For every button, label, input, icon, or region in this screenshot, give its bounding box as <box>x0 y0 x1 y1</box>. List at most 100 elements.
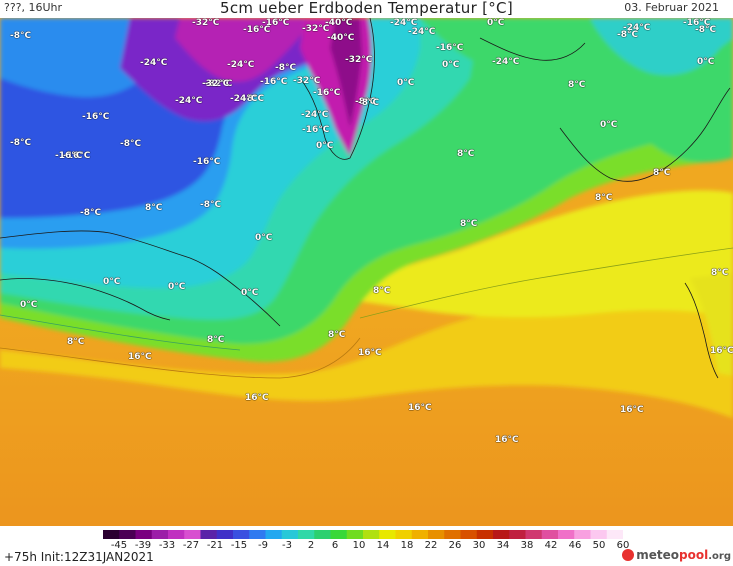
north-green-zone <box>420 18 570 70</box>
isotherm-label: 0°C <box>487 18 505 28</box>
isotherm-label: -24°C <box>301 110 329 120</box>
isotherm-label: 8°C <box>457 149 475 159</box>
color-scale-swatch <box>411 530 429 539</box>
isotherm-label: -8°C <box>120 139 142 149</box>
isotherm-label: -8°C <box>355 97 377 107</box>
color-scale-swatch <box>216 530 234 539</box>
color-scale-swatch <box>493 530 510 539</box>
color-scale-swatch <box>363 530 380 539</box>
temperature-map: -8°C -32°C -16°C -40°C -24°C -16°C -32°C -40°C -… <box>0 18 733 526</box>
isotherm-label: -16°C <box>243 25 271 35</box>
isotherm-label: -32°C <box>205 79 233 89</box>
europe-yellow <box>690 273 733 376</box>
color-scale-swatch <box>379 530 397 539</box>
color-scale-ticks: -45 -39 -33 -27 -21 -15 -9 -3 2 6 10 14 18 22 26 30 34 38… <box>97 540 637 554</box>
isotherm-label: -24°C <box>408 27 436 37</box>
color-scale-tick: -39 <box>134 540 152 551</box>
isotherm-label: 0°C <box>316 141 334 151</box>
map-title: 5cm ueber Erdboden Temperatur [°C] <box>220 0 513 17</box>
valid-time-label: ???, 16Uhr <box>4 1 63 14</box>
isotherm-label: 8°C <box>595 193 613 203</box>
isotherm-label: -8°C <box>200 200 222 210</box>
isotherm-label: -8°C <box>10 31 32 41</box>
yellow-zone <box>330 190 733 318</box>
isotherm-label: -24°C <box>623 23 651 33</box>
isotherm-label: 0°C <box>20 300 38 310</box>
meteopool-logo: meteopool.org <box>622 548 731 562</box>
color-scale-swatch <box>428 530 445 539</box>
isotherm-label: -24°C <box>230 94 258 104</box>
magenta-zone <box>175 18 310 82</box>
meteopool-logo-icon <box>622 549 635 561</box>
isotherm-label: -16°C <box>193 157 221 167</box>
color-scale-swatch <box>330 530 348 539</box>
gold-zone <box>0 246 733 418</box>
color-scale-tick: -33 <box>158 540 176 551</box>
isotherm-label: -16°C <box>302 125 330 135</box>
isotherm-label: -8°C <box>617 30 639 40</box>
blue-coastal-zone <box>0 18 162 98</box>
color-scale-swatch <box>590 530 608 539</box>
color-scale-tick: -27 <box>182 540 200 551</box>
color-scale-swatch <box>281 530 299 539</box>
isotherm-label: -8°C <box>275 63 297 73</box>
color-scale-swatch <box>541 530 559 539</box>
color-scale-tick: -15 <box>230 540 248 551</box>
isotherm-label: 0°C <box>442 60 460 70</box>
color-scale-swatch <box>103 530 120 539</box>
color-scale-tick: -21 <box>206 540 224 551</box>
color-scale-swatch <box>184 530 202 539</box>
isotherm-label: 8°C <box>711 268 729 278</box>
isotherm-label: -16°C <box>82 112 110 122</box>
isotherm-label: -16°C <box>55 151 83 161</box>
northeast-cyan-zone <box>590 18 733 76</box>
color-scale-swatch <box>265 530 283 539</box>
isotherm-label: -32°C <box>202 79 230 89</box>
isotherm-label: -8°C <box>10 138 32 148</box>
color-scale-tick: 2 <box>307 540 315 551</box>
isotherm-label: -8°C <box>695 25 717 35</box>
isotherm-label: -24°C <box>390 18 418 28</box>
color-scale-tick: 10 <box>352 540 366 551</box>
isotherm-label: 0°C <box>103 277 121 287</box>
isotherm-label: -16°C <box>63 151 91 161</box>
color-scale-tick: 60 <box>616 540 630 551</box>
isotherm-label: -8°C <box>358 98 380 108</box>
color-scale-bar <box>103 530 623 539</box>
color-scale-swatch <box>525 530 543 539</box>
isotherm-label: 16°C <box>128 352 152 362</box>
color-scale-tick: 26 <box>448 540 462 551</box>
isotherm-label: 0°C <box>255 233 273 243</box>
isotherm-label: 8°C <box>568 80 586 90</box>
isotherms <box>0 247 733 379</box>
color-scale-swatch <box>606 530 623 539</box>
color-scale-tick: -45 <box>110 540 128 551</box>
isotherm-label: 8°C <box>145 203 163 213</box>
isotherm-label: -8°C <box>243 94 265 104</box>
color-scale-swatch <box>151 530 169 539</box>
isotherm-label: 16°C <box>358 348 382 358</box>
isotherm-label: -24°C <box>492 57 520 67</box>
isotherm-label: 0°C <box>168 282 186 292</box>
isotherm-label: -32°C <box>345 55 373 65</box>
color-scale-tick: 50 <box>592 540 606 551</box>
color-scale-tick: 22 <box>424 540 438 551</box>
color-scale-swatch <box>476 530 494 539</box>
isotherm-label: 0°C <box>397 78 415 88</box>
map-footer: +75h Init:12Z31JAN2021 -45 -39 -33 -27 -21 -1… <box>0 526 733 566</box>
color-scale-swatch <box>168 530 185 539</box>
isotherm-label: 0°C <box>241 288 259 298</box>
isotherm-label: 16°C <box>408 403 432 413</box>
temperature-field <box>0 18 733 526</box>
color-scale-tick: -9 <box>258 540 268 551</box>
color-scale-swatch <box>314 530 332 539</box>
isotherm-label: -24°C <box>140 58 168 68</box>
color-scale-swatch <box>558 530 575 539</box>
color-scale-tick: 30 <box>472 540 486 551</box>
isotherm-label: -16°C <box>436 43 464 53</box>
color-scale-tick: 6 <box>331 540 339 551</box>
color-scale-swatch <box>135 530 153 539</box>
isotherm-label: -32°C <box>192 18 220 28</box>
isotherm-label: -8°C <box>80 208 102 218</box>
isotherm-label: 16°C <box>495 435 519 445</box>
